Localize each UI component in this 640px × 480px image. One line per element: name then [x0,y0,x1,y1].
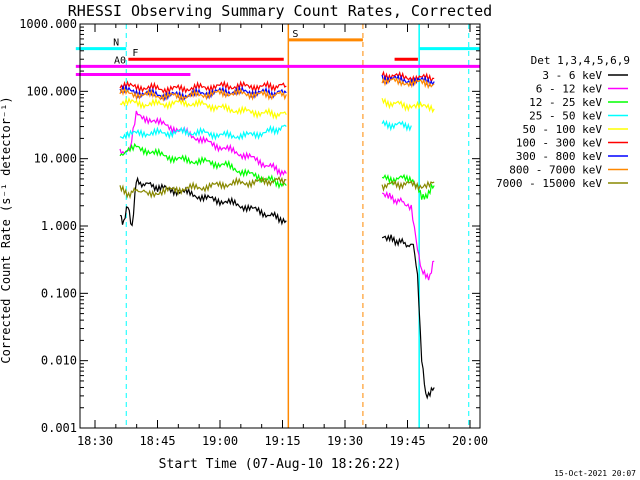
y-tick-label: 1.000 [41,219,77,233]
series-line [119,79,287,96]
legend-entry-label: 12 - 25 keV [529,96,602,109]
legend-entry-label: 800 - 7000 keV [509,164,602,177]
y-tick-label: 10.000 [34,152,77,166]
x-axis-label: Start Time (07-Aug-10 18:26:22) [159,457,402,472]
legend-entry-label: 25 - 50 keV [529,110,602,123]
series-line [119,96,287,121]
series-line [382,190,435,281]
series-line [381,179,435,193]
flag-label: F [132,48,138,59]
series-line [381,119,412,132]
instrument-state-markers: N F S A0 [75,24,480,428]
flag-label: A0 [114,55,126,66]
legend-title: Det 1,3,4,5,6,9 [531,54,630,67]
series-layer [119,70,435,400]
timestamp: 15-Oct-2021 20:07 [554,469,636,478]
series-line [119,176,287,227]
legend-entry-label: 6 - 12 keV [536,83,603,96]
y-tick-label: 1000.000 [19,17,77,31]
series-line [119,142,287,190]
x-tick-label: 19:15 [264,434,300,448]
legend-entry-label: 50 - 100 keV [523,123,603,136]
x-tick-label: 19:00 [202,434,238,448]
legend-entry-label: 3 - 6 keV [542,69,602,82]
x-tick-label: 19:45 [389,434,425,448]
y-tick-label: 0.010 [41,354,77,368]
series-line [381,234,435,400]
x-tick-label: 18:30 [77,434,113,448]
y-axis-label: Corrected Count Rate (s⁻¹ detector⁻¹) [0,96,13,363]
chart-title: RHESSI Observing Summary Count Rates, Co… [68,2,492,20]
series-line [119,124,287,141]
series-line [381,74,435,87]
axes: 1000.000 100.000 10.000 1.000 0.100 0.010 0.00… [19,17,488,448]
x-tick-label: 18:45 [139,434,175,448]
y-tick-label: 100.000 [26,84,77,98]
x-tick-label: 20:00 [452,434,488,448]
flag-label: N [113,38,119,49]
legend-entry-label: 7000 - 15000 keV [496,177,602,190]
flag-label: S [292,29,298,40]
y-tick-label: 0.100 [41,286,77,300]
series-line [119,110,287,178]
series-line [119,86,287,103]
series-line [381,76,435,90]
y-tick-label: 0.001 [41,421,77,435]
legend-entry-label: 300 - 800 keV [516,150,602,163]
series-line [381,97,435,114]
legend-entry-label: 100 - 300 keV [516,137,602,150]
x-tick-label: 19:30 [327,434,363,448]
series-line [119,175,287,200]
